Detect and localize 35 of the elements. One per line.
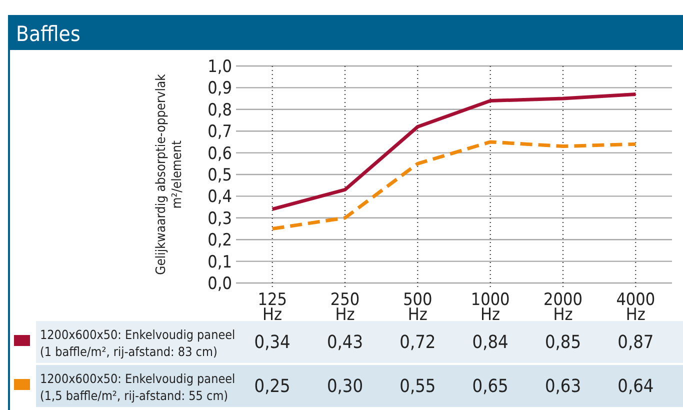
- x-tick-label: 1000 Hz: [470, 290, 510, 325]
- data-label: 0,25: [254, 376, 290, 397]
- y-axis-title: Gelijkwaardig absorptie-oppervlak m²/element: [154, 74, 185, 275]
- x-tick-label: 250 Hz: [330, 290, 360, 325]
- y-tick-label: 1,0: [208, 56, 232, 77]
- line-series: [270, 92, 638, 211]
- data-label: 0,43: [326, 332, 364, 353]
- y-tick-label: 0,2: [208, 230, 232, 251]
- line-series: [270, 140, 638, 230]
- y-tick-label: 0,4: [208, 187, 232, 208]
- data-label: 0,85: [544, 332, 582, 353]
- y-tick-label: 0,7: [208, 122, 232, 142]
- x-tick-label: 500 Hz: [403, 290, 432, 325]
- y-tick-label: 0,5: [208, 165, 232, 186]
- y-tick-label: 0,1: [208, 252, 232, 272]
- data-label: 0,64: [618, 376, 654, 397]
- data-label: 0,30: [326, 376, 364, 397]
- y-tick-label: 0,9: [208, 78, 232, 99]
- legend-label: 1200x600x50: Enkelvoudig paneel (1 baffle/m², rij-afstand: 83 cm): [40, 327, 236, 359]
- data-label: 0,72: [400, 332, 436, 353]
- data-label: 0,87: [618, 332, 654, 353]
- data-label: 0,63: [544, 376, 582, 397]
- data-label: 0,55: [400, 376, 436, 397]
- x-tick-label: 2000 Hz: [544, 290, 582, 325]
- text: Baffles: [16, 22, 80, 46]
- x-tick-label: 125 Hz: [258, 290, 287, 325]
- data-label: 0,65: [472, 376, 508, 397]
- y-tick-label: 0,8: [208, 100, 232, 120]
- y-tick-label: 0,6: [208, 144, 232, 164]
- y-tick-label: 0,0: [208, 274, 232, 294]
- legend-label: 1200x600x50: Enkelvoudig paneel (1,5 baffle/m², rij-afstand: 55 cm): [40, 371, 236, 403]
- y-tick-label: 0,3: [208, 208, 232, 229]
- data-label: 0,34: [254, 332, 290, 353]
- data-label: 0,84: [472, 332, 508, 353]
- x-tick-label: 4000 Hz: [616, 290, 656, 325]
